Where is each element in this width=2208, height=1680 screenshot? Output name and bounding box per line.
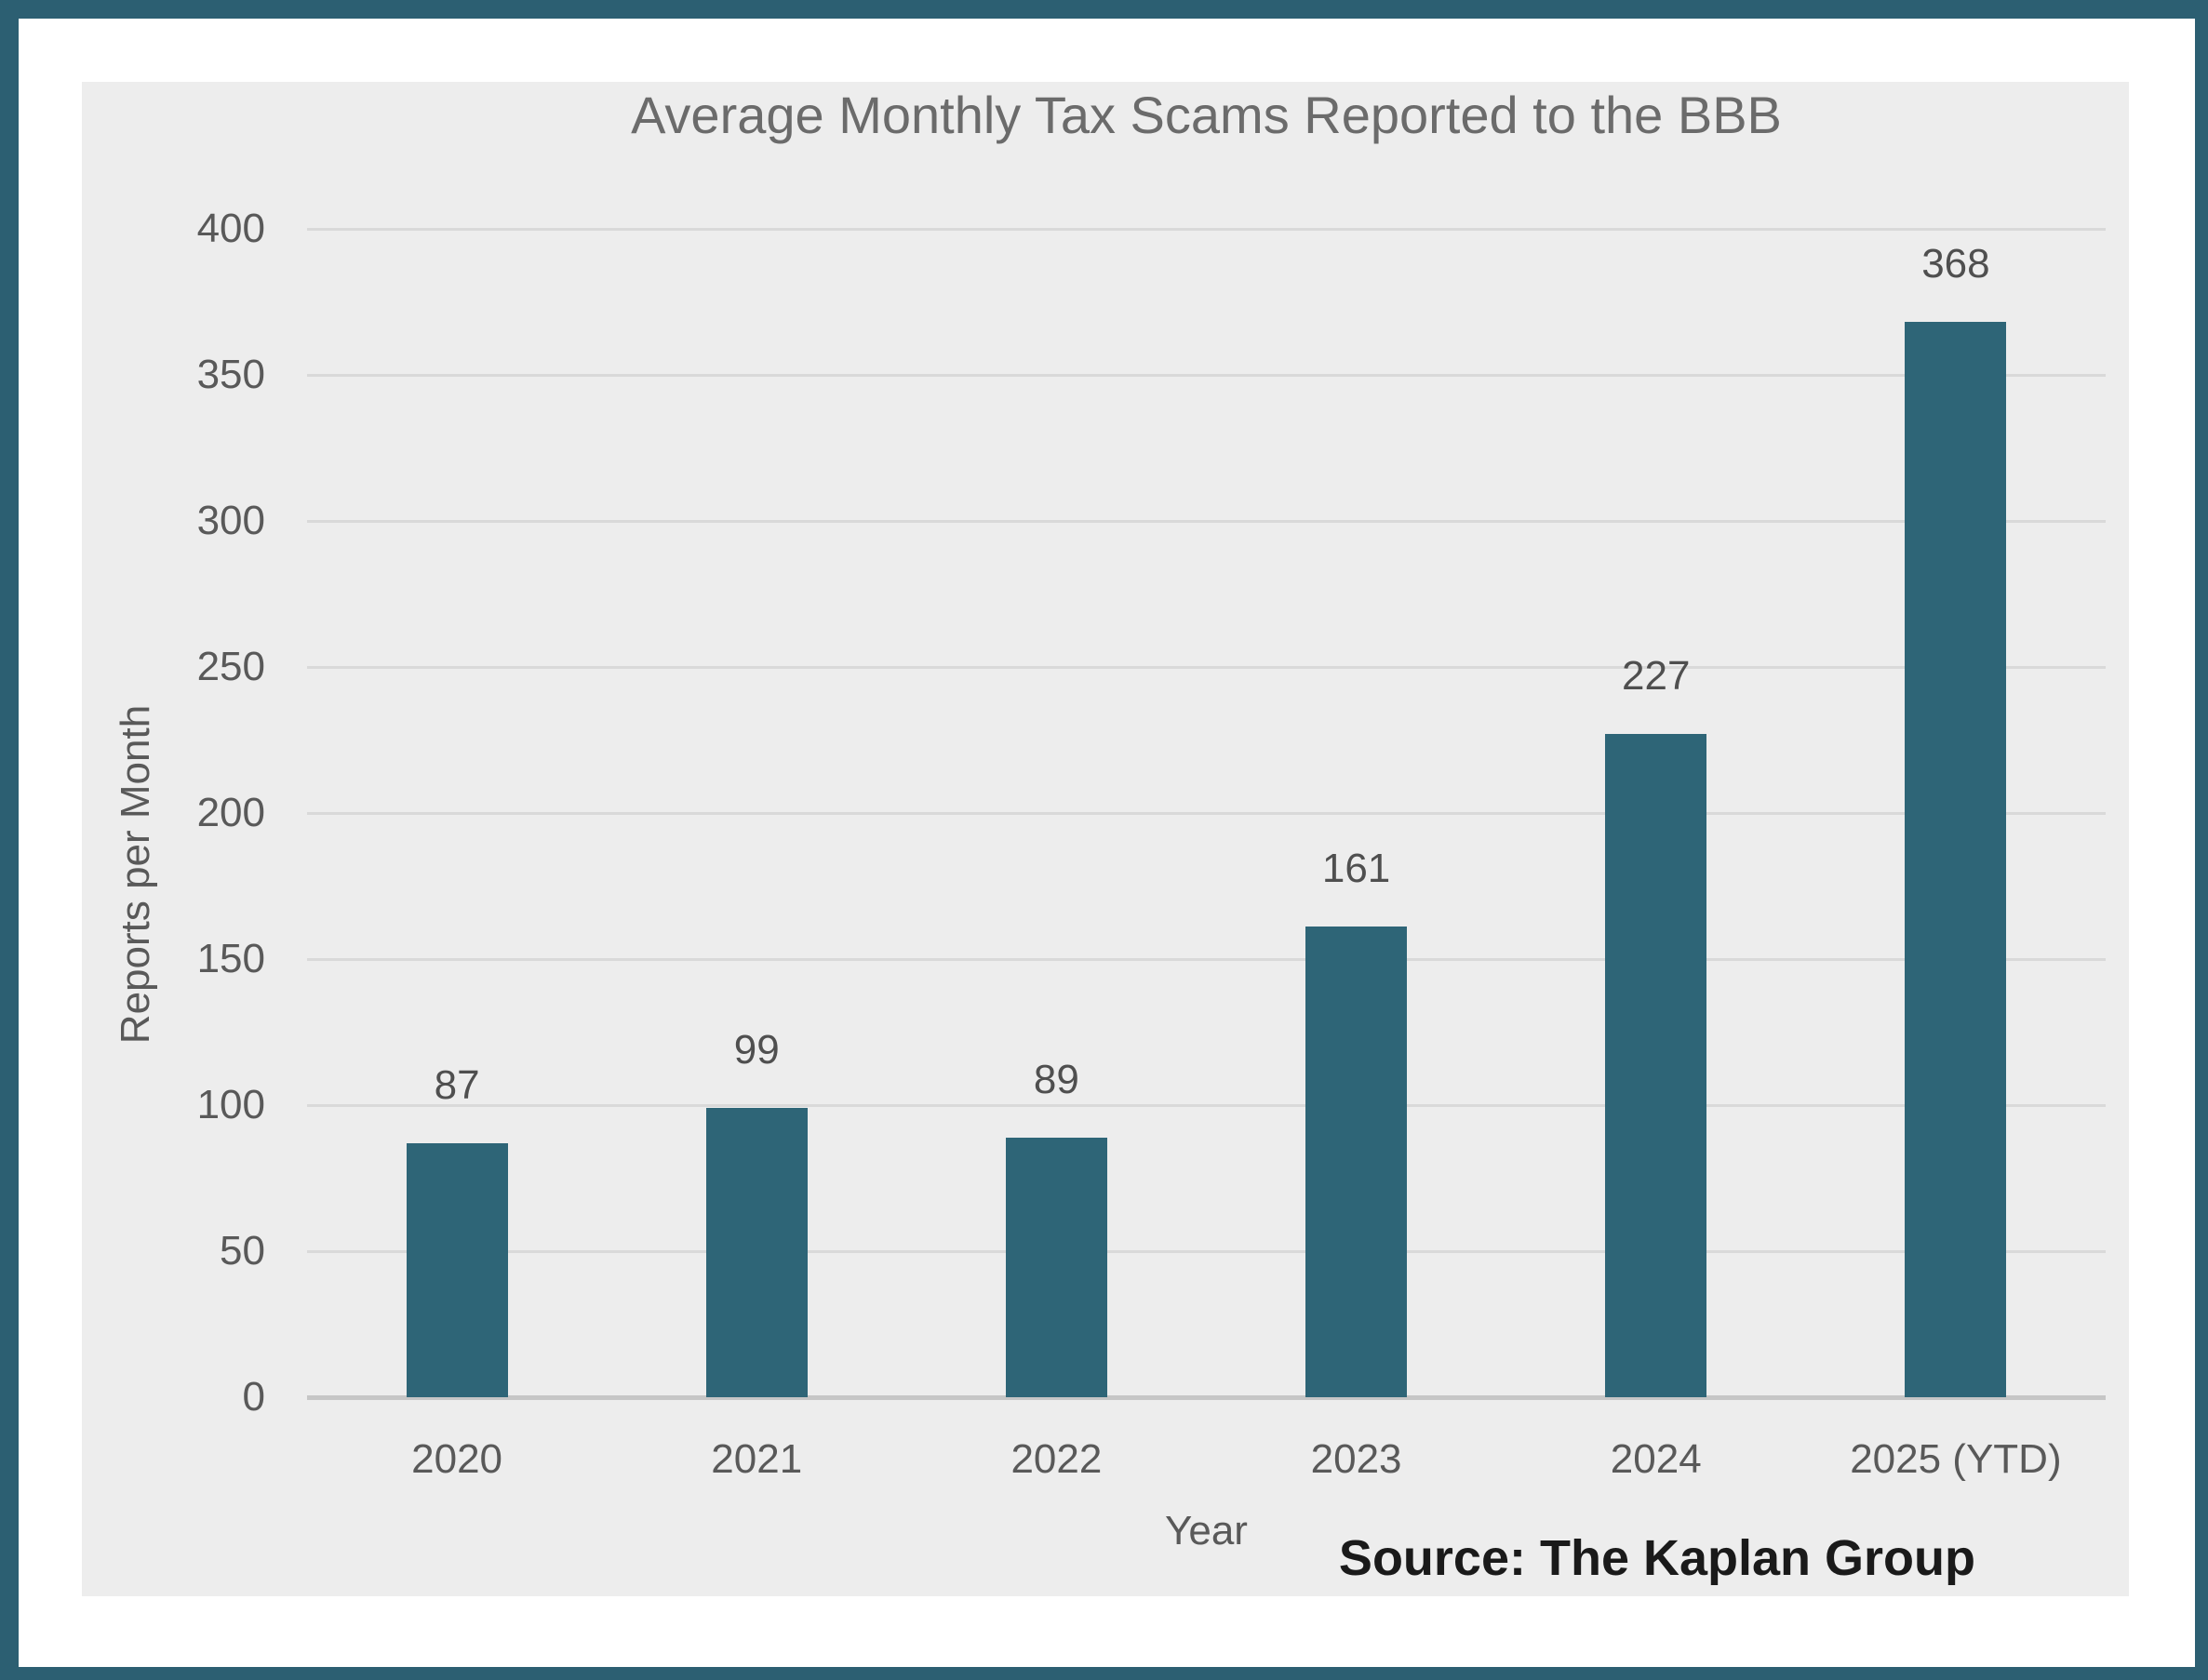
- bar-2023: [1305, 927, 1408, 1397]
- chart-panel: Average Monthly Tax Scams Reported to th…: [82, 82, 2129, 1596]
- gridline-200: [307, 811, 2106, 815]
- gridline-250: [307, 665, 2106, 669]
- bar-2022: [1005, 1137, 1107, 1397]
- y-tick-label: 50: [220, 1228, 265, 1273]
- bar-value-label: 227: [1622, 653, 1691, 700]
- x-tick-label: 2025 (YTD): [1850, 1436, 2062, 1482]
- plot-area: 87 99 89 161 227 368: [307, 227, 2106, 1400]
- y-tick-label: 250: [196, 644, 265, 689]
- y-tick-label: 0: [242, 1374, 265, 1420]
- bar-2020: [406, 1142, 508, 1397]
- gridline-150: [307, 957, 2106, 961]
- bar-2021: [705, 1108, 808, 1397]
- x-axis-baseline: [307, 1395, 2106, 1400]
- bar-value-label: 161: [1321, 846, 1391, 892]
- y-axis-title: Reports per Month: [113, 704, 158, 1045]
- x-tick-label: 2021: [711, 1436, 803, 1482]
- x-tick-label: 2022: [1010, 1436, 1103, 1482]
- y-tick-label: 300: [196, 498, 265, 543]
- bar-value-label: 87: [434, 1061, 480, 1108]
- x-tick-label: 2020: [411, 1436, 503, 1482]
- x-tick-label: 2024: [1610, 1436, 1702, 1482]
- y-tick-label: 150: [196, 936, 265, 981]
- chart-title: Average Monthly Tax Scams Reported to th…: [631, 86, 1782, 144]
- bar-value-label: 89: [1033, 1056, 1079, 1102]
- bar-2024: [1605, 734, 1707, 1397]
- x-axis-title: Year: [1165, 1508, 1248, 1553]
- gridline-300: [307, 519, 2106, 523]
- bar-2025 (YTD): [1905, 322, 2007, 1397]
- gridline-50: [307, 1249, 2106, 1253]
- y-tick-label: 350: [196, 352, 265, 397]
- x-tick-label: 2023: [1310, 1436, 1402, 1482]
- bar-value-label: 368: [1921, 241, 1990, 287]
- gridline-100: [307, 1103, 2106, 1107]
- bar-value-label: 99: [733, 1027, 780, 1073]
- y-tick-label: 400: [196, 206, 265, 251]
- gridline-350: [307, 373, 2106, 377]
- y-tick-label: 200: [196, 790, 265, 835]
- y-tick-label: 100: [196, 1082, 265, 1127]
- gridline-400: [307, 227, 2106, 231]
- source-note: Source: The Kaplan Group: [1338, 1530, 1975, 1586]
